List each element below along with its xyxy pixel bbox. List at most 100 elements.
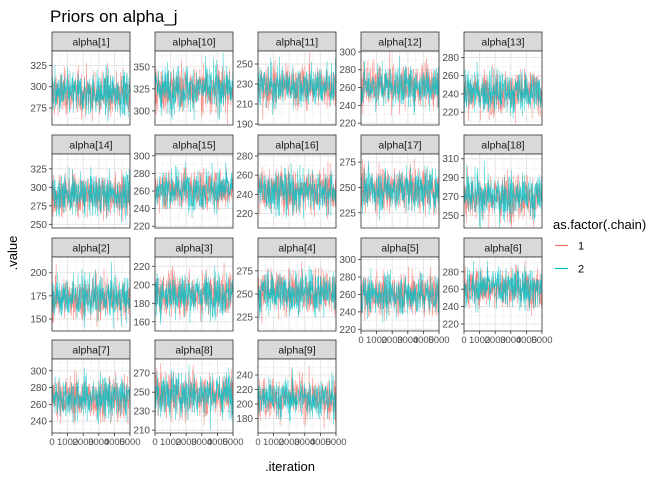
panel-border xyxy=(51,358,131,434)
facet-strip-label: alpha[17] xyxy=(378,140,421,152)
y-tick-label: 250 xyxy=(133,388,150,399)
facet-strip-label: alpha[11] xyxy=(276,37,319,49)
y-tick-label: 210 xyxy=(236,100,253,111)
y-tick-label: 240 xyxy=(442,89,459,100)
y-tick-label: 240 xyxy=(339,307,356,318)
y-tick-label: 240 xyxy=(236,190,253,201)
y-tick-label: 240 xyxy=(133,204,150,215)
y-tick-label: 240 xyxy=(236,370,253,381)
chain-2-trace xyxy=(257,56,337,115)
chain-2-trace xyxy=(257,265,337,319)
y-tick-label: 225 xyxy=(339,208,356,219)
y-tick-label: 190 xyxy=(236,120,253,131)
facet-panel: alpha[6] 220 240 260 280 0 1000200030004000500… xyxy=(442,237,553,346)
x-tick-label: 4000 xyxy=(413,335,434,346)
chain-2-trace xyxy=(463,260,543,313)
y-tick-label: 220 xyxy=(236,209,253,220)
facet-strip-label: alpha[1] xyxy=(72,37,109,49)
chain-2-trace xyxy=(51,368,131,425)
y-tick-label: 300 xyxy=(339,47,356,58)
x-tick-label: 3000 xyxy=(397,335,418,346)
facet-panel: alpha[13] 220 240 260 280 xyxy=(442,31,543,126)
y-tick-label: 220 xyxy=(339,119,356,130)
facet-panel: alpha[9] 180 200 220 240 0 1000200030004000500… xyxy=(236,339,347,448)
x-tick-label: 4000 xyxy=(516,335,537,346)
chain-2-trace xyxy=(154,266,234,325)
y-tick-label: 180 xyxy=(133,299,150,310)
facet-strip-label: alpha[3] xyxy=(175,243,212,255)
facet-panel: alpha[16] 220 240 260 280 xyxy=(236,134,337,229)
facet-strip-label: alpha[5] xyxy=(381,243,418,255)
y-tick-label: 220 xyxy=(442,108,459,119)
y-tick-label: 260 xyxy=(133,187,150,198)
y-tick-label: 250 xyxy=(442,211,459,222)
chain-2-trace xyxy=(463,61,543,119)
y-tick-label: 200 xyxy=(30,268,47,279)
y-tick-label: 220 xyxy=(133,262,150,273)
facet-strip-label: alpha[12] xyxy=(378,37,421,49)
chain-1-trace xyxy=(463,64,543,124)
facet-strip-label: alpha[13] xyxy=(481,37,524,49)
y-tick-label: 225 xyxy=(236,313,253,324)
facet-panel: alpha[15] 220 240 260 280 300 xyxy=(133,134,234,233)
panel-border xyxy=(51,50,131,126)
chain-2-trace xyxy=(360,161,440,221)
chain-2-trace xyxy=(360,268,440,323)
y-tick-label: 300 xyxy=(133,151,150,162)
y-tick-label: 210 xyxy=(133,426,150,437)
chain-2-trace xyxy=(360,55,440,116)
x-tick-label: 2000 xyxy=(382,335,403,346)
y-tick-label: 230 xyxy=(236,80,253,91)
x-tick-label: 5000 xyxy=(222,437,243,448)
facet-strip-label: alpha[8] xyxy=(175,345,212,357)
y-tick-label: 160 xyxy=(133,317,150,328)
facet-panel: alpha[3] 160 180 200 220 xyxy=(133,237,234,332)
x-tick-label: 3000 xyxy=(191,437,212,448)
y-tick-label: 325 xyxy=(30,61,47,72)
panel-border xyxy=(51,153,131,229)
panel-border xyxy=(257,153,337,229)
y-tick-label: 280 xyxy=(442,53,459,64)
legend-entry-label: 1 xyxy=(578,241,584,253)
chain-2-trace xyxy=(51,166,131,223)
x-tick-label: 5000 xyxy=(119,437,140,448)
x-tick-label: 4000 xyxy=(310,437,331,448)
panel-border xyxy=(360,153,440,229)
y-tick-label: 230 xyxy=(133,407,150,418)
facet-strip-label: alpha[14] xyxy=(69,140,112,152)
chain-2-trace xyxy=(154,364,234,431)
y-tick-label: 310 xyxy=(442,154,459,165)
y-tick-label: 250 xyxy=(236,290,253,301)
y-tick-label: 275 xyxy=(30,201,47,212)
x-tick-label: 1000 xyxy=(263,437,284,448)
y-tick-label: 240 xyxy=(30,417,47,428)
facet-panel: alpha[4] 225 250 275 xyxy=(236,237,337,332)
panel-border xyxy=(154,358,234,434)
y-tick-label: 300 xyxy=(133,106,150,117)
y-tick-label: 300 xyxy=(30,183,47,194)
panel-border xyxy=(51,256,131,332)
y-axis-label: .value xyxy=(5,236,20,271)
y-tick-label: 260 xyxy=(442,71,459,82)
x-tick-label: 0 xyxy=(49,437,54,448)
x-tick-label: 2000 xyxy=(176,437,197,448)
chain-2-trace xyxy=(257,367,337,425)
y-tick-label: 260 xyxy=(339,83,356,94)
x-tick-label: 2000 xyxy=(485,335,506,346)
y-tick-label: 350 xyxy=(133,62,150,73)
facet-panel: alpha[18] 250 270 290 310 xyxy=(442,134,543,229)
facet-panel: alpha[14] 250 275 300 325 xyxy=(30,134,131,231)
panel-border xyxy=(154,256,234,332)
y-tick-label: 260 xyxy=(339,290,356,301)
x-tick-label: 0 xyxy=(461,335,466,346)
x-tick-label: 3000 xyxy=(500,335,521,346)
panel-border xyxy=(257,358,337,434)
y-tick-label: 180 xyxy=(236,414,253,425)
y-tick-label: 175 xyxy=(30,291,47,302)
x-tick-label: 3000 xyxy=(88,437,109,448)
facet-strip-label: alpha[18] xyxy=(481,140,524,152)
facet-strip-label: alpha[9] xyxy=(278,345,315,357)
